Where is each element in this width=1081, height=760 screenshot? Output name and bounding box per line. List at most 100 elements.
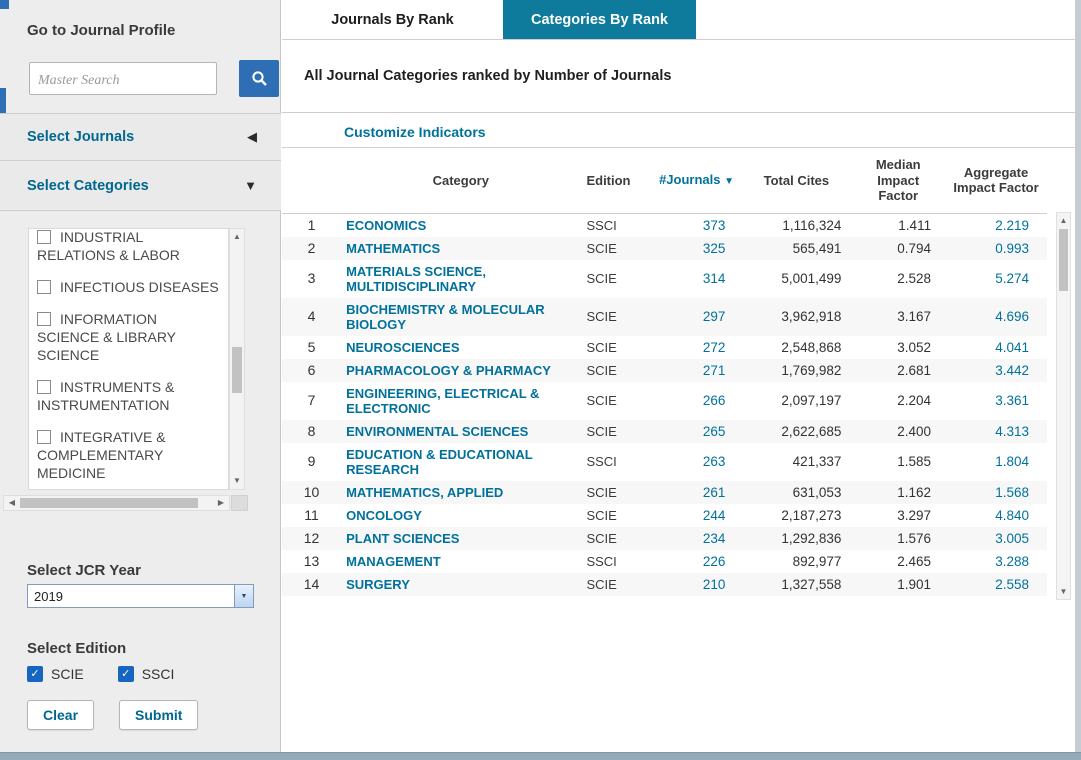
journals-count-link[interactable]: 263 [703, 454, 726, 469]
aggregate-if-link-cell: 2.558 [945, 573, 1047, 596]
scroll-left-icon[interactable]: ◀ [5, 496, 19, 510]
vertical-scrollbar-thumb[interactable] [232, 347, 242, 393]
category-link[interactable]: ENGINEERING, ELECTRICAL & ELECTRONIC [346, 386, 539, 416]
journals-header-sortable[interactable]: #Journals ▼ [652, 148, 742, 213]
aggregate-if-link[interactable]: 3.442 [995, 363, 1029, 378]
journals-count-link[interactable]: 314 [703, 271, 726, 286]
aggregate-if-link[interactable]: 1.804 [995, 454, 1029, 469]
jcr-year-select[interactable]: 2019 ▼ [27, 584, 254, 608]
journals-count-link[interactable]: 325 [703, 241, 726, 256]
journals-count-link[interactable]: 244 [703, 508, 726, 523]
checkbox-icon[interactable] [37, 230, 51, 244]
search-button[interactable] [239, 60, 279, 97]
aggregate-if-link[interactable]: 4.840 [995, 508, 1029, 523]
sort-desc-icon: ▼ [724, 176, 734, 187]
checked-checkbox-icon[interactable]: ✓ [27, 666, 43, 682]
checkbox-icon[interactable] [37, 430, 51, 444]
master-search-input[interactable] [29, 62, 217, 95]
aggregate-if-link[interactable]: 0.993 [995, 241, 1029, 256]
journals-count-link[interactable]: 266 [703, 393, 726, 408]
scroll-down-icon[interactable]: ▼ [1057, 585, 1070, 598]
aggregate-if-link[interactable]: 3.288 [995, 554, 1029, 569]
journals-count-link[interactable]: 226 [703, 554, 726, 569]
scroll-right-icon[interactable]: ▶ [214, 496, 228, 510]
median-if-cell: 1.576 [851, 527, 945, 550]
aggregate-if-link[interactable]: 5.274 [995, 271, 1029, 286]
aggregate-if-link[interactable]: 3.361 [995, 393, 1029, 408]
journals-count-link-cell: 234 [652, 527, 742, 550]
edition-checkbox-scie[interactable]: ✓ SCIE [27, 666, 84, 682]
category-link[interactable]: PHARMACOLOGY & PHARMACY [346, 363, 551, 378]
journals-count-link[interactable]: 265 [703, 424, 726, 439]
customize-indicators-link[interactable]: Customize Indicators [344, 124, 486, 140]
category-list-horizontal-scrollbar[interactable]: ◀ ▶ [3, 495, 230, 511]
aggregate-if-link[interactable]: 4.696 [995, 309, 1029, 324]
scroll-down-icon[interactable]: ▼ [230, 474, 244, 488]
category-link[interactable]: SURGERY [346, 577, 410, 592]
checkbox-icon[interactable] [37, 380, 51, 394]
clear-button[interactable]: Clear [27, 700, 94, 730]
median-if-cell: 1.162 [851, 481, 945, 504]
edition-checkbox-ssci[interactable]: ✓ SSCI [118, 666, 175, 682]
journals-count-link-cell: 272 [652, 336, 742, 359]
table-row: 1ECONOMICSSSCI3731,116,3241.4112.219 [282, 213, 1047, 237]
category-checkbox-item[interactable]: INFORMATION SCIENCE & LIBRARY SCIENCE [33, 303, 224, 371]
category-link[interactable]: ENVIRONMENTAL SCIENCES [346, 424, 528, 439]
scroll-up-icon[interactable]: ▲ [1057, 214, 1070, 227]
journals-count-link[interactable]: 261 [703, 485, 726, 500]
category-checkbox-item[interactable]: INSTRUMENTS & INSTRUMENTATION [33, 371, 224, 421]
journals-count-link[interactable]: 271 [703, 363, 726, 378]
aggregate-if-link[interactable]: 3.005 [995, 531, 1029, 546]
category-list-vertical-scrollbar[interactable]: ▲ ▼ [229, 228, 245, 490]
aggregate-if-link[interactable]: 1.568 [995, 485, 1029, 500]
journals-count-link[interactable]: 373 [703, 218, 726, 233]
tab-journals-by-rank[interactable]: Journals By Rank [282, 0, 503, 39]
category-link[interactable]: EDUCATION & EDUCATIONAL RESEARCH [346, 447, 532, 477]
journals-count-link[interactable]: 234 [703, 531, 726, 546]
category-link[interactable]: NEUROSCIENCES [346, 340, 459, 355]
checkbox-icon[interactable] [37, 312, 51, 326]
table-body: 1ECONOMICSSSCI3731,116,3241.4112.2192MAT… [282, 213, 1047, 596]
category-link-cell: ONCOLOGY [341, 504, 580, 527]
category-link[interactable]: ECONOMICS [346, 218, 426, 233]
scroll-up-icon[interactable]: ▲ [230, 230, 244, 244]
journals-count-link[interactable]: 272 [703, 340, 726, 355]
submit-button[interactable]: Submit [119, 700, 198, 730]
journals-count-link[interactable]: 297 [703, 309, 726, 324]
window-edge-right [1075, 0, 1081, 760]
search-icon [251, 70, 268, 87]
journals-count-link-cell: 265 [652, 420, 742, 443]
category-checkbox-item[interactable]: INFECTIOUS DISEASES [33, 271, 224, 303]
journals-count-link[interactable]: 210 [703, 577, 726, 592]
table-vertical-scrollbar[interactable]: ▲ ▼ [1056, 212, 1071, 600]
aggregate-if-link-cell: 4.313 [945, 420, 1047, 443]
category-link[interactable]: PLANT SCIENCES [346, 531, 459, 546]
checked-checkbox-icon[interactable]: ✓ [118, 666, 134, 682]
category-checkbox-item[interactable]: INTEGRATIVE & COMPLEMENTARY MEDICINE [33, 421, 224, 489]
horizontal-scrollbar-thumb[interactable] [20, 498, 198, 508]
dropdown-arrow-icon[interactable]: ▼ [234, 585, 253, 607]
category-checkbox-item[interactable]: INDUSTRIAL RELATIONS & LABOR [33, 228, 224, 271]
category-checkbox-label: INSTRUMENTS & INSTRUMENTATION [37, 379, 174, 413]
category-link[interactable]: MATHEMATICS, APPLIED [346, 485, 503, 500]
checkbox-icon[interactable] [37, 280, 51, 294]
aggregate-if-link[interactable]: 2.219 [995, 218, 1029, 233]
category-link-cell: ENVIRONMENTAL SCIENCES [341, 420, 580, 443]
edition-heading: Select Edition [27, 640, 126, 657]
rank-cell: 12 [282, 527, 341, 550]
customize-indicators-row: Customize Indicators [282, 113, 1075, 147]
aggregate-if-link[interactable]: 4.313 [995, 424, 1029, 439]
category-link[interactable]: MANAGEMENT [346, 554, 441, 569]
jcr-year-heading: Select JCR Year [27, 562, 141, 579]
select-journals-section[interactable]: Select Journals ◀ [0, 113, 281, 161]
table-scrollbar-thumb[interactable] [1059, 229, 1068, 291]
category-link[interactable]: MATHEMATICS [346, 241, 440, 256]
category-link[interactable]: BIOCHEMISTRY & MOLECULAR BIOLOGY [346, 302, 545, 332]
aggregate-if-link[interactable]: 2.558 [995, 577, 1029, 592]
tab-categories-by-rank[interactable]: Categories By Rank [503, 0, 696, 39]
total-cites-cell: 2,187,273 [741, 504, 851, 527]
select-categories-section[interactable]: Select Categories ▼ [0, 160, 281, 211]
category-link[interactable]: ONCOLOGY [346, 508, 422, 523]
category-link[interactable]: MATERIALS SCIENCE, MULTIDISCIPLINARY [346, 264, 486, 294]
aggregate-if-link[interactable]: 4.041 [995, 340, 1029, 355]
